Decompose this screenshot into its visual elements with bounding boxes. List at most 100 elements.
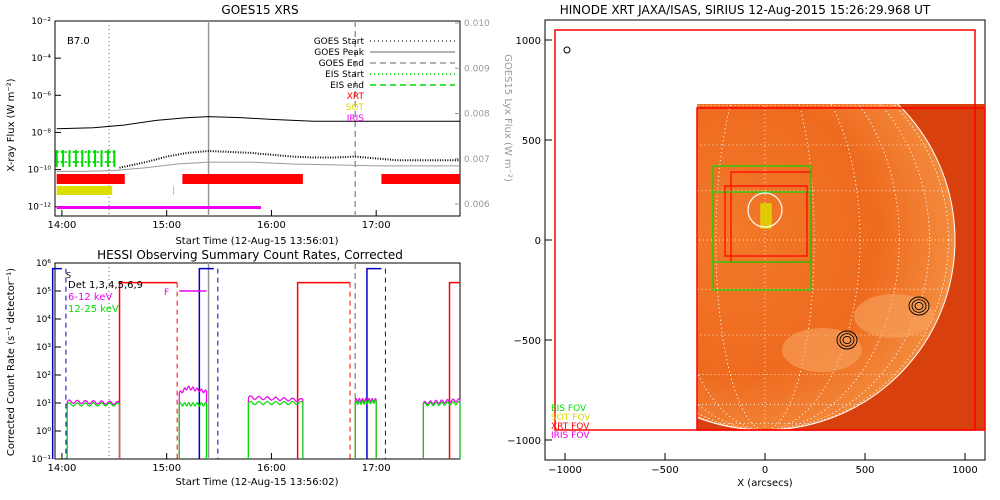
goes-xtick-label: 14:00	[48, 220, 77, 231]
hessi-series-12-25-keV	[354, 399, 377, 459]
hessi-series-12-25-keV	[247, 400, 304, 459]
goes-legend-label: EIS Start	[325, 70, 364, 80]
hessi-legend-det: Det 1,3,4,5,6,9	[68, 280, 143, 291]
xrt-bar	[381, 174, 460, 184]
xrt-title: HINODE XRT JAXA/ISAS, SIRIUS 12-Aug-2015…	[560, 3, 931, 17]
xrt-ytick-label: 500	[522, 136, 541, 147]
goes-legend-label: EIS end	[330, 81, 364, 91]
fov-legend-label: IRIS FOV	[551, 431, 590, 441]
xrt-xtick-label: −500	[651, 465, 678, 476]
hessi-panel: 14:00 15:00 16:00 17:00 10⁶ 10⁵ 10⁴ 10³ 10² 10¹ 10…	[31, 259, 461, 474]
goes-ytick-label: 10⁻¹²	[28, 203, 52, 213]
hessi-ytick-label: 10⁻¹	[31, 455, 51, 465]
contour	[914, 301, 924, 311]
active-region-glow	[782, 328, 862, 372]
contour	[842, 335, 852, 345]
lon-gridline	[715, 104, 815, 430]
contour	[839, 333, 855, 347]
hessi-saa-marker	[118, 281, 178, 459]
lon-gridline	[697, 104, 861, 430]
goes-legend-label: XRT	[347, 92, 365, 102]
xrt-ytick-label: −500	[514, 336, 541, 347]
sot-bar	[56, 186, 113, 195]
fov-box-sot	[760, 203, 772, 229]
hessi-series-6-12-keV	[422, 398, 461, 459]
xrt-xlabel: X (arcsecs)	[737, 478, 793, 489]
contour	[911, 299, 927, 313]
hessi-xtick-label: 14:00	[48, 463, 77, 474]
fov-legend-label: EIS FOV	[551, 404, 587, 414]
contour	[908, 296, 930, 316]
goes-legend-label: GOES Peak	[314, 48, 364, 58]
hessi-series-12-25-keV	[178, 401, 208, 459]
hessi-saa-marker	[296, 281, 351, 459]
xrt-ytick-label: −1000	[507, 436, 541, 447]
fov-legend-label: XRT FOV	[551, 422, 590, 432]
goes-legend-label: GOES End	[319, 59, 364, 69]
hessi-xtick-label: 15:00	[152, 463, 181, 474]
hessi-ytick-label: 10²	[36, 371, 51, 381]
xrt-bar	[182, 174, 303, 184]
iris-bar	[56, 206, 261, 209]
goes-panel: 14:00 15:00 16:00 17:00 10⁻² 10⁻⁴ 10⁻⁶ 10⁻⁸ 10⁻¹…	[28, 17, 490, 231]
goes-series-goes-short	[119, 149, 460, 169]
goes-ytick-label: 10⁻⁸	[31, 128, 51, 138]
hessi-annotation-f: F	[164, 288, 169, 298]
xrt-panel: −1000 −500 0 500 1000 1000 500 0 −500 −1000 EIS FO…	[507, 19, 986, 476]
hessi-ytick-label: 10⁰	[36, 427, 51, 437]
xrt-xtick-label: 500	[855, 465, 874, 476]
goes-ytick-label: 10⁻⁶	[31, 91, 51, 101]
contour	[836, 330, 858, 350]
origin-marker	[563, 46, 571, 54]
fov-legend-label: SOT FOV	[551, 413, 591, 423]
goes-ytick-label: 10⁻⁴	[31, 54, 51, 64]
fov-box-xrt-small	[724, 185, 808, 257]
xrt-image	[697, 104, 985, 430]
goes-ytick-right-label: 0.008	[464, 110, 490, 120]
goes-series-goes-long	[56, 116, 460, 130]
goes-xtick-label: 15:00	[152, 220, 181, 231]
hessi-legend-high: 12-25 keV	[68, 304, 119, 315]
hessi-xtick-label: 17:00	[362, 463, 391, 474]
xrt-xtick-label: 0	[762, 465, 768, 476]
hessi-ytick-label: 10³	[36, 343, 51, 353]
hessi-ytick-label: 10⁴	[36, 315, 51, 325]
hessi-xlabel: Start Time (12-Aug-15 13:56:02)	[175, 477, 338, 488]
hessi-series-6-12-keV	[247, 395, 304, 459]
hessi-night-marker	[198, 267, 214, 459]
goes-xtick-label: 16:00	[257, 220, 286, 231]
fov-box-lfov	[554, 29, 976, 431]
goes-xlabel: Start Time (12-Aug-15 13:56:01)	[175, 236, 338, 247]
hessi-ylabel: Corrected Count Rate (s⁻¹ detector⁻¹)	[6, 268, 17, 456]
goes-title: GOES15 XRS	[221, 3, 298, 17]
sot-bar	[172, 186, 175, 195]
goes-ytick-right-label: 0.010	[464, 19, 490, 29]
hessi-series-12-25-keV	[422, 400, 461, 459]
goes-series-lyman-alpha	[56, 161, 460, 172]
hessi-night-marker	[366, 267, 382, 459]
goes-ytick-right-label: 0.006	[464, 200, 490, 210]
hessi-series-6-12-keV	[354, 397, 377, 459]
fov-box-eis-2	[712, 191, 812, 263]
xrt-ytick-label: 0	[535, 236, 541, 247]
goes-xtick-label: 17:00	[362, 220, 391, 231]
hessi-series-6-12-keV	[66, 399, 121, 459]
goes-ylabel-right: GOES15 Lyx Flux (W m⁻²)	[502, 54, 513, 182]
hessi-ytick-label: 10⁵	[36, 287, 51, 297]
goes-ytick-label: 10⁻¹⁰	[28, 166, 52, 176]
goes-ylabel-left: X-ray Flux (W m⁻²)	[6, 78, 17, 171]
hessi-title: HESSI Observing Summary Count Rates, Cor…	[97, 248, 403, 262]
goes-legend-label: GOES Start	[314, 37, 365, 47]
xrt-xtick-label: −1000	[548, 465, 582, 476]
target-circle-marker	[747, 192, 783, 228]
goes-plot-frame	[54, 20, 461, 217]
goes-ytick-right-label: 0.009	[464, 64, 490, 74]
hessi-night-marker	[51, 267, 62, 459]
hessi-ytick-label: 10⁶	[36, 259, 51, 269]
limb	[697, 104, 956, 430]
xrt-ytick-label: 1000	[516, 36, 541, 47]
goes-ytick-right-label: 0.007	[464, 155, 490, 165]
hessi-ytick-label: 10¹	[36, 399, 51, 409]
goes-class-label: B7.0	[67, 36, 90, 47]
